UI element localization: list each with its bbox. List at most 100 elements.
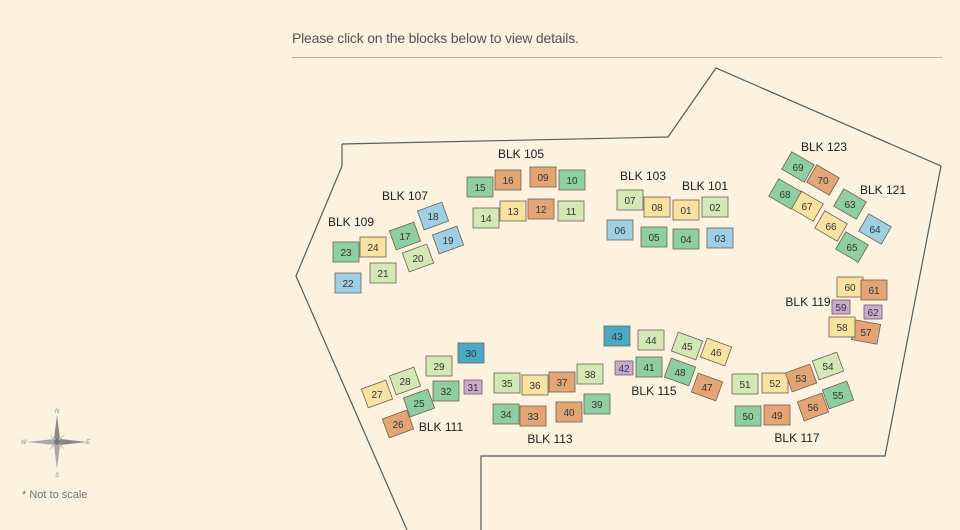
unit-64-blk-121[interactable]: 64 <box>858 213 892 245</box>
unit-33-blk-113[interactable]: 33 <box>519 405 547 427</box>
unit-11-blk-105[interactable]: 11 <box>557 200 585 222</box>
unit-68-blk-123[interactable]: 68 <box>768 178 802 210</box>
unit-shape[interactable] <box>640 226 668 248</box>
unit-46-blk-115[interactable]: 46 <box>699 337 733 367</box>
unit-shape[interactable] <box>548 371 576 393</box>
block-label-blk-103[interactable]: BLK 103 <box>620 169 666 183</box>
unit-01-blk-101[interactable]: 01 <box>672 199 700 221</box>
unit-shape[interactable] <box>672 228 700 250</box>
unit-shape[interactable] <box>763 404 791 426</box>
unit-shape[interactable] <box>416 201 450 231</box>
unit-08-blk-103[interactable]: 08 <box>643 196 671 218</box>
unit-shape[interactable] <box>811 351 845 381</box>
unit-59-blk-119[interactable]: 59 <box>831 299 851 315</box>
unit-39-blk-113[interactable]: 39 <box>583 393 611 415</box>
unit-49-blk-117[interactable]: 49 <box>763 404 791 426</box>
unit-shape[interactable] <box>493 372 521 394</box>
block-label-blk-115[interactable]: BLK 115 <box>631 384 676 398</box>
unit-48-blk-115[interactable]: 48 <box>663 357 697 387</box>
unit-shape[interactable] <box>606 219 634 241</box>
unit-shape[interactable] <box>603 325 631 347</box>
unit-shape[interactable] <box>457 342 485 364</box>
unit-shape[interactable] <box>425 355 453 377</box>
unit-20-blk-107[interactable]: 20 <box>401 243 435 273</box>
unit-70-blk-123[interactable]: 70 <box>806 164 840 196</box>
unit-shape[interactable] <box>332 241 360 263</box>
unit-19-blk-107[interactable]: 19 <box>431 225 465 255</box>
unit-56-blk-117[interactable]: 56 <box>796 392 830 422</box>
unit-43-blk-115[interactable]: 43 <box>603 325 631 347</box>
unit-42-blk-115[interactable]: 42 <box>614 360 634 376</box>
unit-31-blk-111[interactable]: 31 <box>463 379 483 395</box>
unit-10-blk-105[interactable]: 10 <box>558 169 586 191</box>
unit-63-blk-121[interactable]: 63 <box>833 188 867 220</box>
unit-shape[interactable] <box>555 401 583 423</box>
block-label-blk-105[interactable]: BLK 105 <box>498 147 544 161</box>
unit-shape[interactable] <box>431 225 465 255</box>
block-label-blk-111[interactable]: BLK 111 <box>419 420 464 434</box>
unit-09-blk-105[interactable]: 09 <box>529 166 557 188</box>
unit-22-blk-109[interactable]: 22 <box>334 272 362 294</box>
block-label-blk-121[interactable]: BLK 121 <box>860 183 906 197</box>
unit-shape[interactable] <box>472 207 500 229</box>
unit-58-blk-119[interactable]: 58 <box>828 316 856 338</box>
unit-16-blk-105[interactable]: 16 <box>494 169 522 191</box>
unit-69-blk-123[interactable]: 69 <box>781 151 815 183</box>
unit-12-blk-105[interactable]: 12 <box>527 198 555 220</box>
unit-shape[interactable] <box>614 360 634 376</box>
unit-47-blk-115[interactable]: 47 <box>690 372 724 402</box>
unit-26-blk-111[interactable]: 26 <box>381 409 415 439</box>
unit-shape[interactable] <box>381 409 415 439</box>
block-label-blk-113[interactable]: BLK 113 <box>527 432 572 446</box>
unit-shape[interactable] <box>492 403 520 425</box>
unit-55-blk-117[interactable]: 55 <box>821 380 855 410</box>
unit-shape[interactable] <box>463 379 483 395</box>
unit-shape[interactable] <box>369 262 397 284</box>
unit-shape[interactable] <box>576 363 604 385</box>
unit-40-blk-113[interactable]: 40 <box>555 401 583 423</box>
unit-66-blk-121[interactable]: 66 <box>814 210 848 242</box>
unit-shape[interactable] <box>814 210 848 242</box>
unit-shape[interactable] <box>616 189 644 211</box>
unit-shape[interactable] <box>388 366 422 396</box>
unit-28-blk-111[interactable]: 28 <box>388 366 422 396</box>
unit-shape[interactable] <box>734 405 762 427</box>
unit-shape[interactable] <box>432 380 460 402</box>
unit-shape[interactable] <box>519 405 547 427</box>
unit-shape[interactable] <box>781 151 815 183</box>
unit-shape[interactable] <box>499 200 527 222</box>
unit-shape[interactable] <box>860 279 888 301</box>
unit-shape[interactable] <box>706 227 734 249</box>
unit-60-blk-119[interactable]: 60 <box>836 276 864 298</box>
unit-38-blk-113[interactable]: 38 <box>576 363 604 385</box>
unit-shape[interactable] <box>690 372 724 402</box>
block-label-blk-109[interactable]: BLK 109 <box>328 215 374 229</box>
unit-shape[interactable] <box>672 199 700 221</box>
unit-29-blk-111[interactable]: 29 <box>425 355 453 377</box>
unit-15-blk-105[interactable]: 15 <box>466 176 494 198</box>
unit-shape[interactable] <box>635 356 663 378</box>
unit-shape[interactable] <box>835 231 869 263</box>
unit-shape[interactable] <box>360 379 394 409</box>
unit-34-blk-113[interactable]: 34 <box>492 403 520 425</box>
unit-shape[interactable] <box>401 243 435 273</box>
unit-44-blk-115[interactable]: 44 <box>637 329 665 351</box>
unit-shape[interactable] <box>796 392 830 422</box>
block-label-blk-101[interactable]: BLK 101 <box>682 179 728 193</box>
unit-shape[interactable] <box>670 331 704 361</box>
unit-shape[interactable] <box>831 299 851 315</box>
unit-shape[interactable] <box>359 236 387 258</box>
unit-shape[interactable] <box>863 304 883 320</box>
unit-52-blk-117[interactable]: 52 <box>761 372 789 394</box>
unit-shape[interactable] <box>768 178 802 210</box>
unit-07-blk-103[interactable]: 07 <box>616 189 644 211</box>
block-label-blk-107[interactable]: BLK 107 <box>382 189 428 203</box>
block-label-blk-123[interactable]: BLK 123 <box>801 140 847 154</box>
unit-shape[interactable] <box>388 221 422 251</box>
unit-shape[interactable] <box>557 200 585 222</box>
unit-62-blk-119[interactable]: 62 <box>863 304 883 320</box>
unit-shape[interactable] <box>527 198 555 220</box>
unit-53-blk-117[interactable]: 53 <box>784 363 818 393</box>
unit-32-blk-111[interactable]: 32 <box>432 380 460 402</box>
unit-06-blk-103[interactable]: 06 <box>606 219 634 241</box>
